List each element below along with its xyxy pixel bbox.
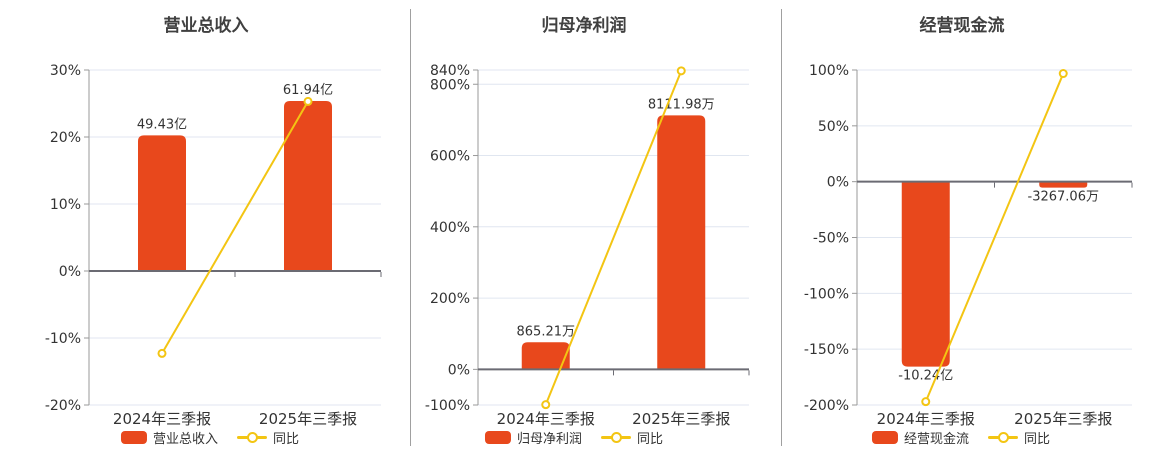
- x-category-label: 2024年三季报: [113, 410, 211, 428]
- legend-label: 归母净利润: [516, 432, 582, 447]
- trend-point[interactable]: [1058, 69, 1068, 79]
- legend-item-revenue-yoy[interactable]: 同比: [237, 428, 299, 447]
- bar-value-label: -3267.06万: [1028, 190, 1099, 205]
- legend-item-net-profit-bar[interactable]: 归母净利润: [484, 428, 582, 447]
- trend-point[interactable]: [676, 66, 686, 76]
- legend-item-net-profit-yoy[interactable]: 同比: [601, 428, 663, 447]
- legend-label: 同比: [273, 432, 300, 447]
- y-tick-label: 30%: [50, 63, 81, 79]
- trend-point[interactable]: [541, 400, 551, 410]
- bar-value-label: 49.43亿: [137, 117, 187, 132]
- y-tick-label: 0%: [827, 175, 849, 191]
- y-tick-label: -50%: [813, 231, 849, 247]
- y-tick-label: 50%: [818, 119, 849, 135]
- bar-swatch-icon: [871, 431, 898, 444]
- legend-net-profit: 归母净利润 同比: [484, 428, 663, 447]
- legend-label: 同比: [1024, 432, 1051, 447]
- bar-value-label: 8111.98万: [648, 97, 715, 112]
- bar[interactable]: [1039, 181, 1088, 188]
- y-tick-label: 20%: [50, 130, 81, 146]
- bar-swatch-icon: [484, 431, 511, 444]
- line-swatch-icon: [988, 431, 1018, 444]
- legend-item-revenue-bar[interactable]: 营业总收入: [120, 428, 218, 447]
- legend-label: 同比: [637, 432, 664, 447]
- y-tick-label: 840%: [430, 63, 470, 79]
- y-tick-label: -200%: [804, 398, 849, 414]
- x-category-label: 2024年三季报: [497, 410, 595, 428]
- panel-divider: [781, 9, 782, 446]
- legend-label: 经营现金流: [903, 432, 969, 447]
- panel-divider: [410, 9, 411, 446]
- x-category-label: 2025年三季报: [259, 410, 357, 428]
- chart-title-cash-flow: 经营现金流: [919, 16, 1005, 36]
- y-tick-label: 200%: [430, 291, 470, 307]
- y-tick-label: -100%: [425, 398, 470, 414]
- y-tick-label: 100%: [809, 63, 849, 79]
- y-tick-label: -100%: [804, 286, 849, 302]
- bar[interactable]: [521, 342, 570, 370]
- bar[interactable]: [901, 181, 950, 367]
- chart-title-net-profit: 归母净利润: [541, 16, 627, 36]
- bar[interactable]: [284, 101, 332, 271]
- x-category-label: 2024年三季报: [877, 410, 975, 428]
- trend-point[interactable]: [303, 96, 313, 106]
- trend-point[interactable]: [921, 397, 931, 407]
- bar-swatch-icon: [120, 431, 147, 444]
- bar-value-label: 61.94亿: [283, 83, 333, 98]
- y-tick-label: 10%: [50, 197, 81, 213]
- bar-value-label: 865.21万: [517, 324, 576, 339]
- y-tick-label: 0%: [448, 362, 470, 378]
- trend-line: [161, 100, 309, 354]
- x-category-label: 2025年三季报: [1014, 410, 1112, 428]
- y-tick-label: 800%: [430, 77, 470, 93]
- bar[interactable]: [657, 115, 706, 370]
- line-swatch-icon: [601, 431, 631, 444]
- trend-point[interactable]: [157, 348, 167, 358]
- trend-line: [544, 70, 683, 406]
- legend-item-cash-flow-bar[interactable]: 经营现金流: [871, 428, 969, 447]
- bar[interactable]: [138, 135, 186, 271]
- chart-title-revenue: 营业总收入: [163, 16, 249, 36]
- trend-line: [924, 73, 1065, 403]
- y-tick-label: -20%: [45, 398, 81, 414]
- legend-label: 营业总收入: [152, 432, 218, 447]
- y-tick-label: -150%: [804, 342, 849, 358]
- legend-revenue: 营业总收入 同比: [120, 428, 299, 447]
- legend-item-cash-flow-yoy[interactable]: 同比: [988, 428, 1050, 447]
- y-tick-label: 400%: [430, 220, 470, 236]
- y-tick-label: -10%: [45, 331, 81, 347]
- x-category-label: 2025年三季报: [632, 410, 730, 428]
- y-tick-label: 600%: [430, 149, 470, 165]
- line-swatch-icon: [237, 431, 267, 444]
- legend-cash-flow: 经营现金流 同比: [871, 428, 1050, 447]
- bar-value-label: -10.24亿: [898, 369, 953, 384]
- y-tick-label: 0%: [59, 264, 81, 280]
